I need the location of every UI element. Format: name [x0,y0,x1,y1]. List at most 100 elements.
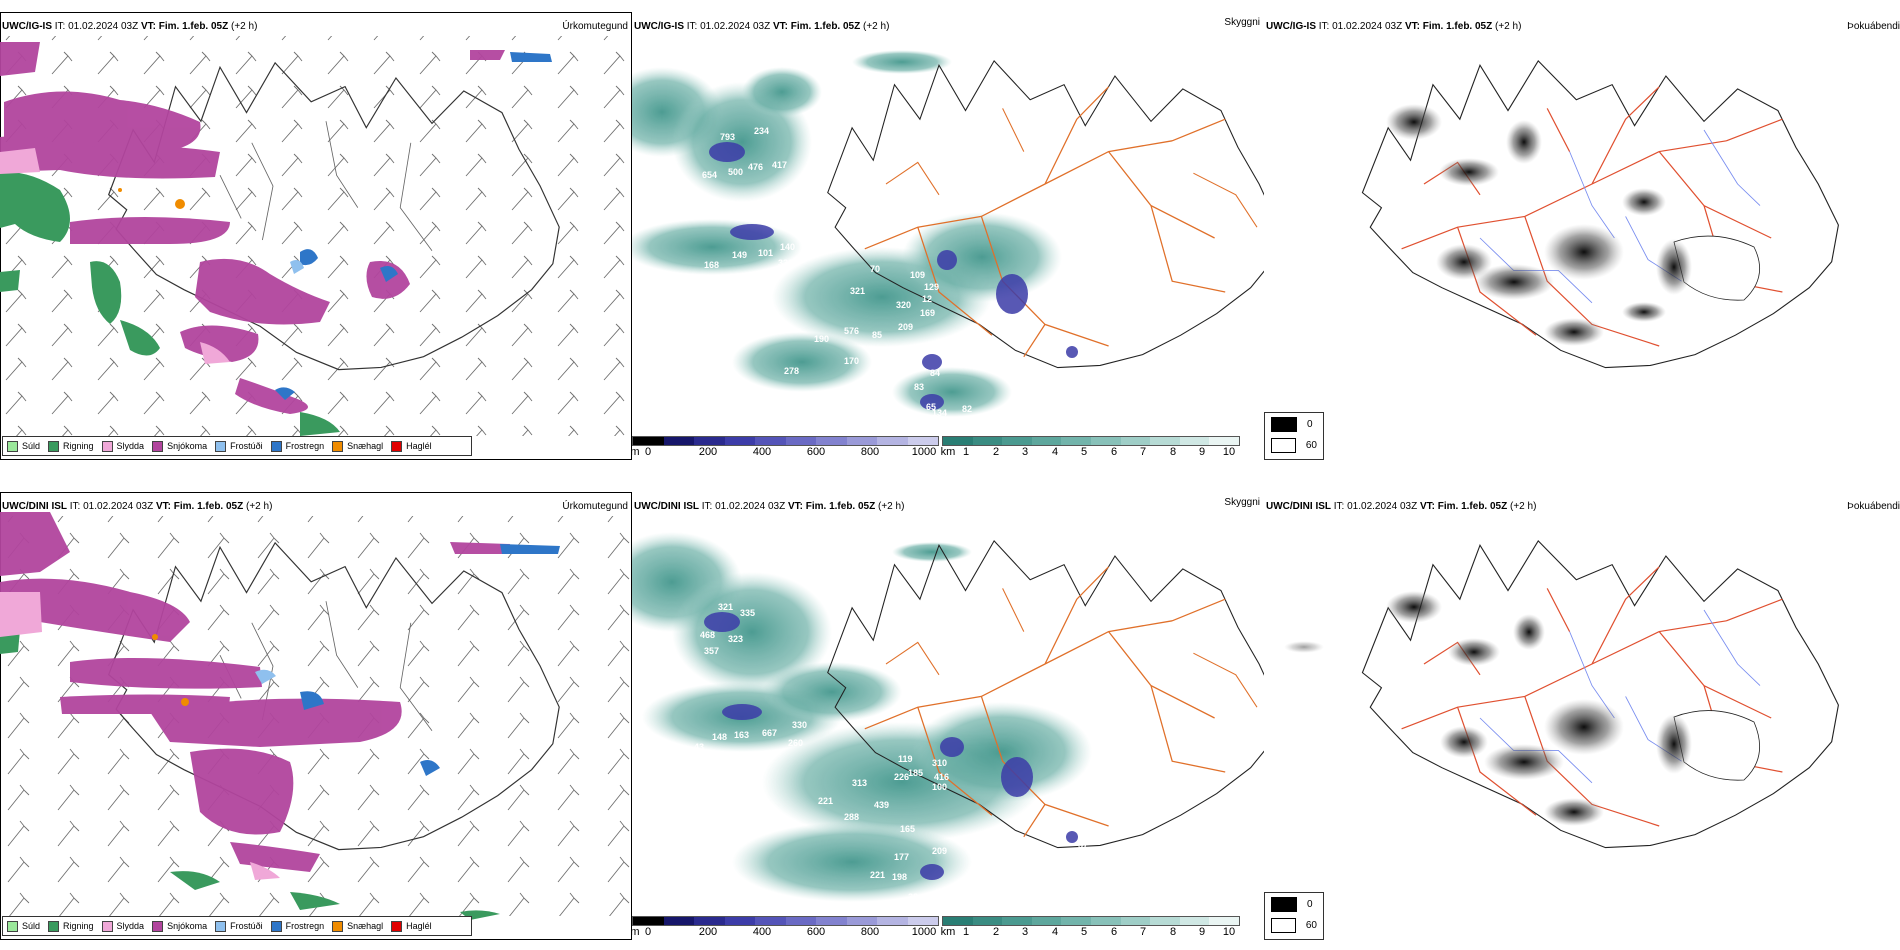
it-label: IT: [686,21,698,32]
legend-item: Snjókoma [152,440,208,452]
it-value: 01.02.2024 03Z [700,21,771,32]
fog-legend-label: 60 [1305,920,1317,931]
panel-title: Skyggni [1224,497,1260,508]
cloud-base-label: 654 [702,170,717,180]
cbar-tick: 800 [860,926,880,938]
cbar-tick: 200 [698,446,718,458]
cbar-tick: 6 [1110,926,1118,938]
legend-item: Snæhagl [332,440,383,452]
fog-legend-row: 0 [1265,893,1323,914]
legend-item: Súld [7,440,41,452]
freezing-areas [275,52,552,400]
vt-label: VT: [772,21,788,32]
cloud-base-label: 185 [908,768,923,778]
cloud-base-label: 190 [814,334,829,344]
it-value: 01.02.2024 03Z [83,501,154,512]
legend-label: Snjókoma [167,441,208,451]
cloud-base-label: 320 [896,300,911,310]
panel-header: UWC/IG-IS IT: 01.02.2024 03Z VT: Fim. 1.… [2,21,257,32]
fog-legend: 0 60 [1264,892,1324,940]
legend-swatch [270,440,282,452]
cloud-base-label: 321 [850,286,865,296]
vt-value: Fim. 1.feb. 05Z [790,21,861,32]
fog-legend-row: 60 [1265,914,1323,935]
cloud-base-label: 335 [740,608,755,618]
cloud-base-label: 288 [844,812,859,822]
panel-title: Úrkomutegund [562,21,628,32]
cbar-tick: 2 [992,926,1000,938]
cloud-base-label: 65 [926,402,936,412]
panel-header: UWC/DINI ISL IT: 01.02.2024 03Z VT: Fim.… [1266,501,1536,512]
cloud-base-label: 221 [818,796,833,806]
legend-label: Haglél [406,441,432,451]
legend-item: Frostúði [215,440,263,452]
lead-time: (+2 h) [246,501,273,512]
legend-label: Frostregn [285,441,325,451]
fog-index-field [1284,591,1760,826]
cbar-tick: 9 [1198,446,1206,458]
cloud-base-label: 57 [1078,840,1088,850]
model-name: UWC/IG-IS [634,21,684,32]
legend-swatch [332,440,344,452]
legend-swatch [332,920,344,932]
fog-map [1361,60,1839,369]
cloud-base-label: 416 [934,772,949,782]
fog-map [1284,540,1839,849]
legend-swatch [101,920,113,932]
snow-areas [0,512,510,872]
cloud-base-label: 573 [782,208,797,218]
legend-swatch [215,920,227,932]
cloud-base-label: 109 [910,270,925,280]
cbar-tick: 7 [1139,446,1147,458]
it-label: IT: [1333,501,1345,512]
cloud-base-label: 140 [780,242,795,252]
cbar-tick: 600 [806,446,826,458]
model-name: UWC/DINI ISL [2,501,67,512]
cbar-tick: 5 [1080,446,1088,458]
lead-time: (+2 h) [1495,21,1522,32]
cloud-base-patches [709,142,1078,410]
cloud-base-label: 170 [844,356,859,366]
cloud-base-label: 476 [748,162,763,172]
cbar-tick: 8 [1169,926,1177,938]
it-value: 01.02.2024 03Z [715,501,786,512]
cloud-labels: 321 335 468 323 357 148 163 667 260 330 43 119 185 10… [694,602,1088,902]
freezing-areas [255,544,560,776]
legend-swatch [7,920,18,932]
cloud-base-label: 101 [758,248,773,258]
cloud-base-label: 198 [892,872,907,882]
visibility-field [632,532,1092,902]
cloud-base-label: 417 [772,160,787,170]
legend-swatch [391,920,403,932]
legend-swatch [152,440,164,452]
it-value: 01.02.2024 03Z [1347,501,1418,512]
panel-title: Úrkomutegund [562,501,628,512]
panel-title: Þokuábendi [1847,21,1900,32]
cbar-tick: 4 [1051,926,1059,938]
legend-label: Súld [22,441,41,451]
panel-header: UWC/IG-IS IT: 01.02.2024 03Z VT: Fim. 1.… [634,21,889,32]
precip-map [0,492,632,940]
cbar-tick: 9 [1198,926,1206,938]
cbar-tick: 8 [1169,446,1177,458]
panel-title: Þokuábendi [1847,501,1900,512]
cloud-base-label: 169 [920,308,935,318]
model-name: UWC/IG-IS [1266,21,1316,32]
legend-item: Rigning [48,440,94,452]
cloud-base-label: 313 [852,778,867,788]
legend-item: Haglél [391,920,432,932]
fog-swatch [1271,417,1297,432]
vt-value: Fim. 1.feb. 05Z [158,21,229,32]
fog-panel-row1: UWC/IG-IS IT: 01.02.2024 03Z VT: Fim. 1.… [1264,12,1900,460]
fog-legend-label: 60 [1305,440,1317,451]
visibility-colorbar: km 1 2 3 4 5 6 7 8 9 10 [940,916,1242,942]
it-label: IT: [54,21,66,32]
cloud-base-label: 610 [792,192,807,202]
cloud-panel-row2: UWC/DINI ISL IT: 01.02.2024 03Z VT: Fim.… [630,492,1264,942]
cbar-unit: km [940,926,956,938]
lead-time: (+2 h) [878,501,905,512]
cbar-tick: 400 [752,926,772,938]
cbar-tick: 5 [1080,926,1088,938]
vt-label: VT: [787,501,803,512]
cloud-base-label: 667 [762,728,777,738]
